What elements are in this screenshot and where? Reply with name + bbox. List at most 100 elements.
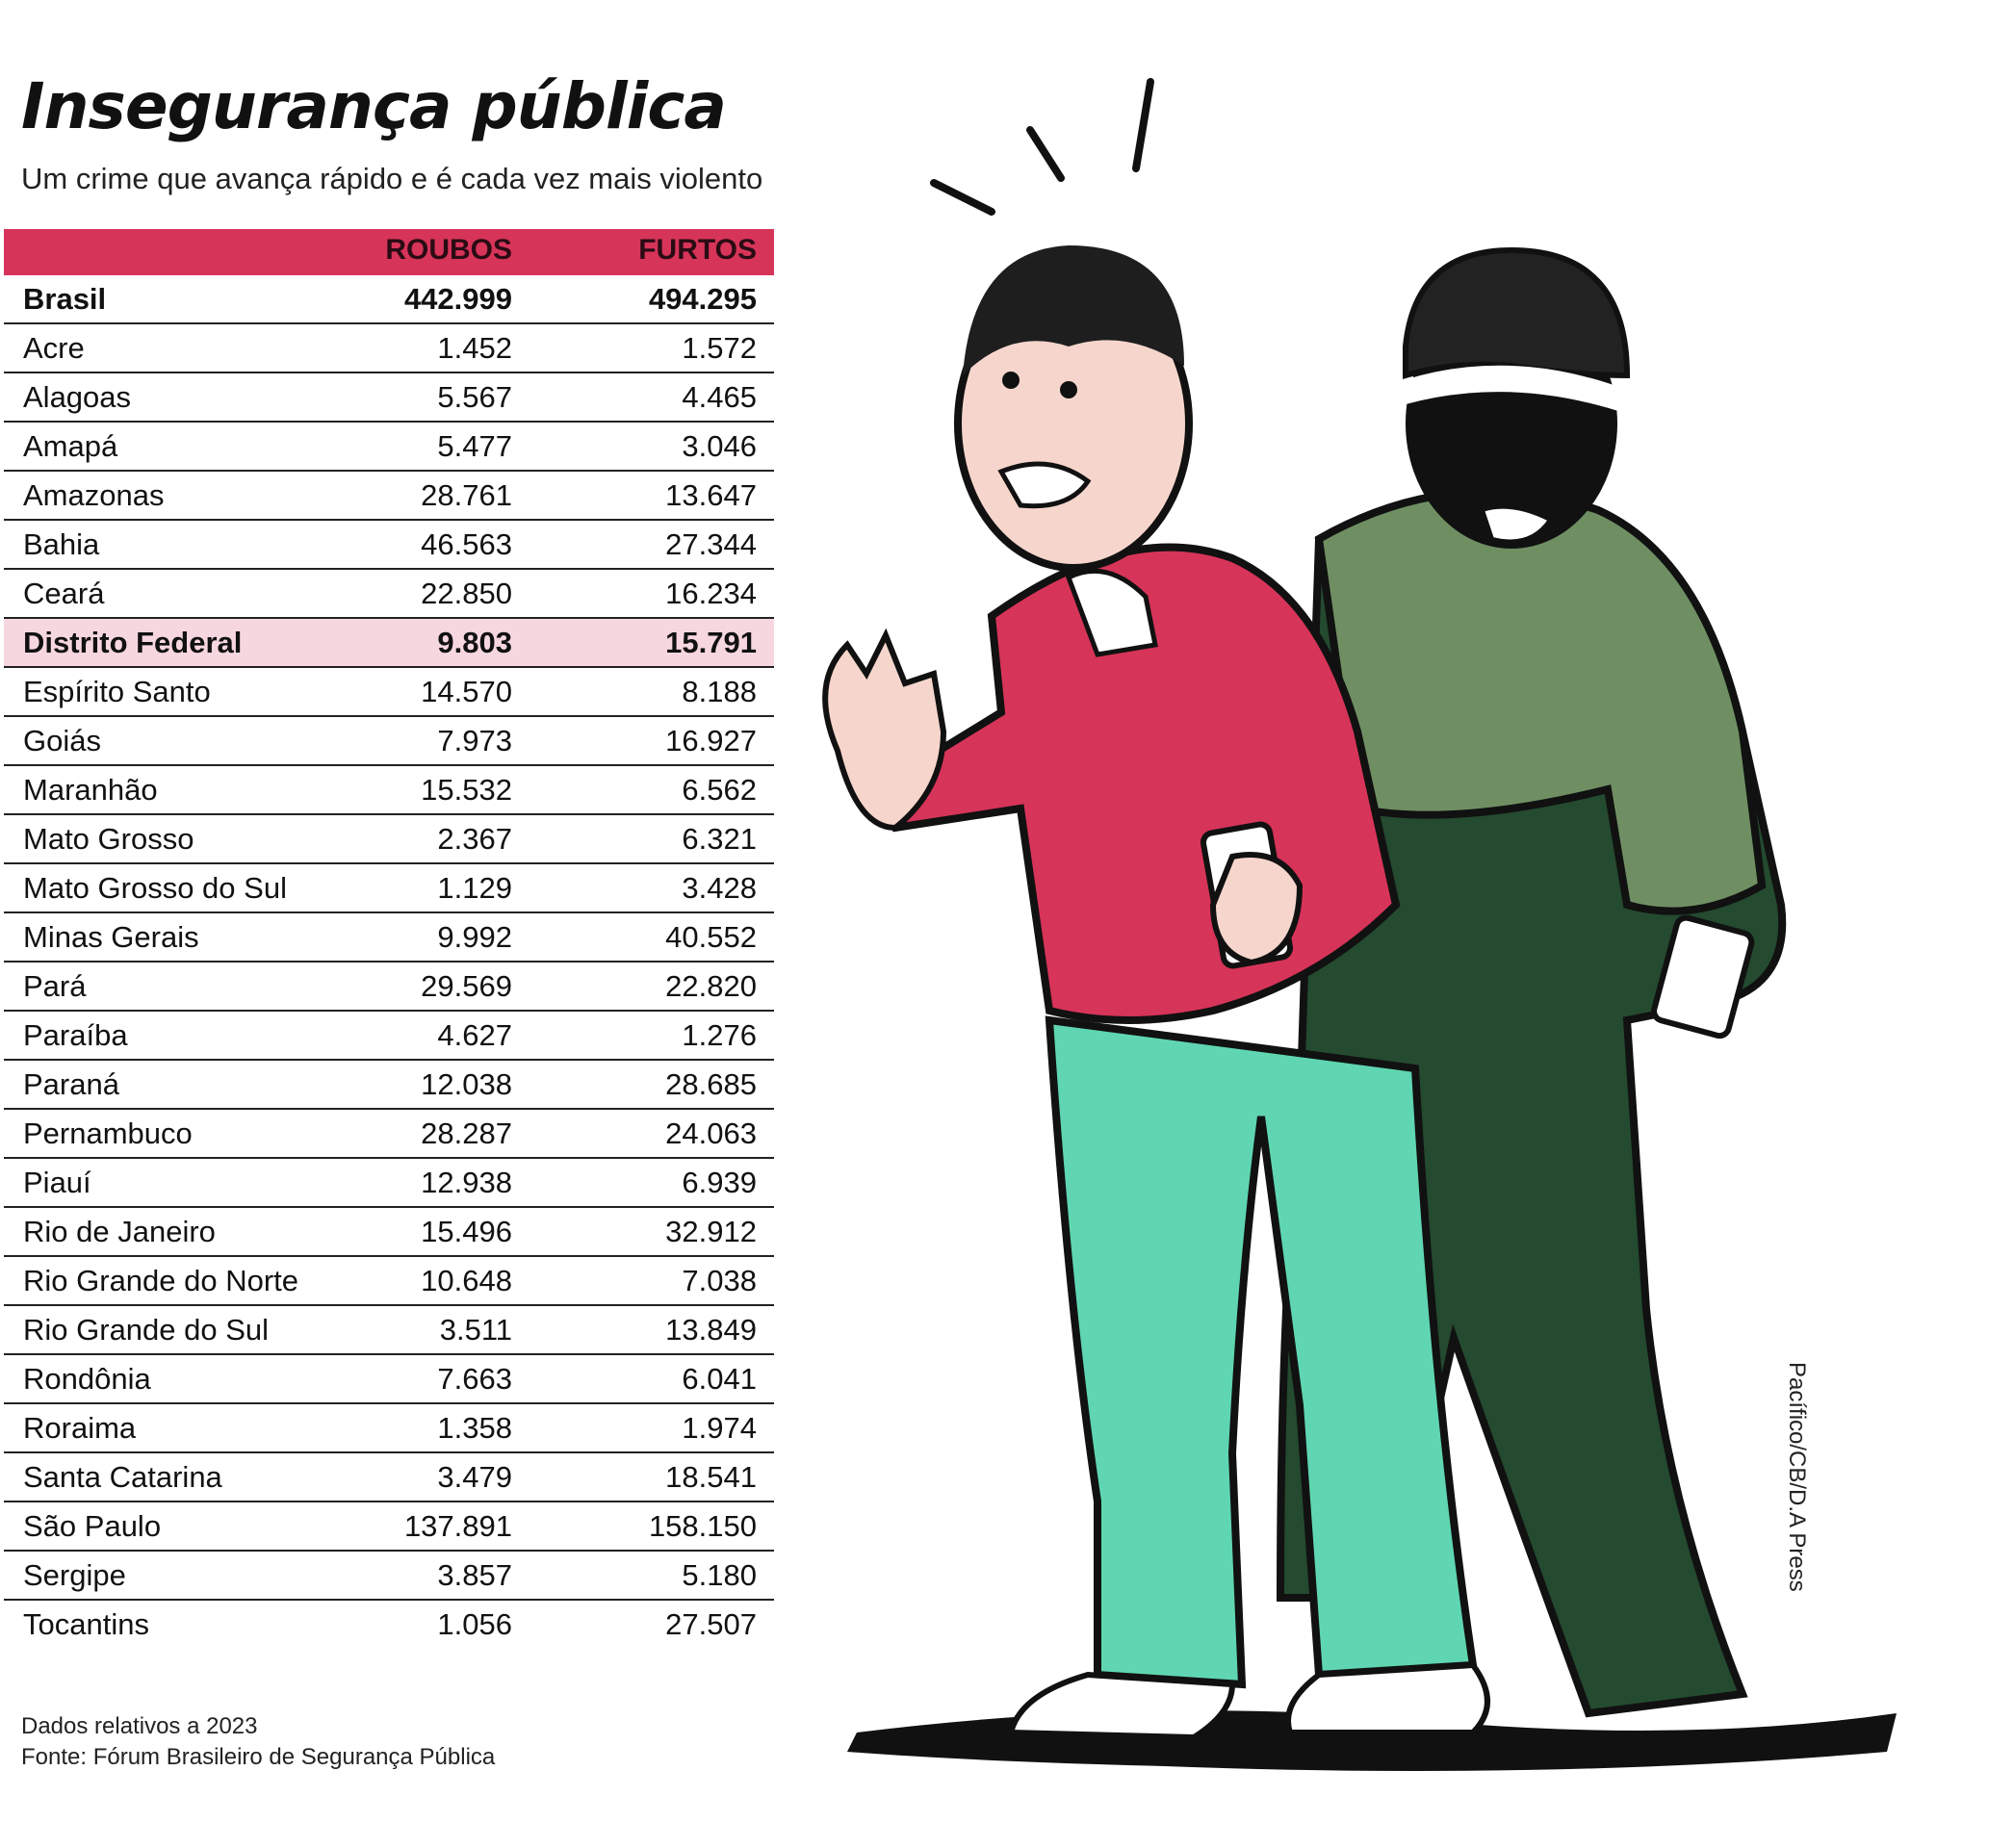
table-row: Rio Grande do Norte 10.648 7.038 [4, 1257, 774, 1306]
row-label: Rio Grande do Norte [23, 1264, 299, 1297]
roubos-value: 3.857 [437, 1558, 512, 1592]
row-label: São Paulo [23, 1509, 162, 1543]
roubos-value: 5.477 [437, 429, 512, 463]
roubos-value: 12.038 [421, 1067, 512, 1101]
furtos-value: 15.791 [665, 626, 757, 659]
page-subtitle: Um crime que avança rápido e é cada vez … [21, 162, 763, 195]
roubos-value: 137.891 [403, 1509, 512, 1543]
table-row: Ceará 22.850 16.234 [4, 570, 774, 619]
furtos-value: 18.541 [665, 1460, 757, 1494]
furtos-value: 13.849 [665, 1313, 757, 1347]
table-row: Brasil 442.999 494.295 [4, 275, 774, 324]
roubos-value: 9.803 [437, 626, 512, 659]
roubos-value: 28.761 [421, 478, 512, 512]
roubos-value: 7.973 [437, 724, 512, 757]
roubos-value: 15.496 [421, 1215, 512, 1248]
column-header-furtos: FURTOS [638, 234, 757, 266]
furtos-value: 13.647 [665, 478, 757, 512]
roubos-value: 442.999 [403, 282, 512, 316]
table-body: Brasil 442.999 494.295 Acre 1.452 1.572 Alagoa… [4, 275, 774, 1650]
table-row: São Paulo 137.891 158.150 [4, 1502, 774, 1552]
table-row: Paraná 12.038 28.685 [4, 1061, 774, 1110]
furtos-value: 1.276 [682, 1018, 757, 1052]
row-label: Espírito Santo [23, 675, 211, 708]
furtos-value: 494.295 [648, 282, 757, 316]
furtos-value: 40.552 [665, 920, 757, 954]
table-row: Alagoas 5.567 4.465 [4, 373, 774, 423]
roubos-value: 7.663 [437, 1362, 512, 1396]
row-label: Acre [23, 331, 85, 365]
roubos-value: 22.850 [421, 577, 512, 610]
roubos-value: 1.358 [437, 1411, 512, 1445]
row-label: Pernambuco [23, 1116, 193, 1150]
table-row: Roraima 1.358 1.974 [4, 1404, 774, 1453]
row-label: Maranhão [23, 773, 158, 807]
roubos-value: 3.511 [439, 1313, 512, 1347]
photo-credit: Pacífico/CB/D.A Press [1784, 1362, 1810, 1592]
row-label: Alagoas [23, 380, 132, 414]
table-row: Rio Grande do Sul 3.511 13.849 [4, 1306, 774, 1355]
furtos-value: 5.180 [682, 1558, 757, 1592]
furtos-value: 158.150 [648, 1509, 757, 1543]
row-label: Distrito Federal [23, 626, 243, 659]
roubos-value: 15.532 [421, 773, 512, 807]
table-row: Pará 29.569 22.820 [4, 962, 774, 1012]
furtos-value: 1.974 [682, 1411, 757, 1445]
furtos-value: 6.939 [682, 1166, 757, 1199]
table-row: Pernambuco 28.287 24.063 [4, 1110, 774, 1159]
data-table: ROUBOS FURTOS Brasil 442.999 494.295 Acre 1.… [4, 229, 774, 1650]
roubos-value: 46.563 [421, 527, 512, 561]
row-label: Amapá [23, 429, 118, 463]
roubos-value: 4.627 [437, 1018, 512, 1052]
row-label: Piauí [23, 1166, 91, 1199]
furtos-value: 3.046 [682, 429, 757, 463]
roubos-value: 3.479 [437, 1460, 512, 1494]
source-note: Fonte: Fórum Brasileiro de Segurança Púb… [21, 1744, 496, 1770]
row-label: Sergipe [23, 1558, 126, 1592]
roubos-value: 14.570 [421, 675, 512, 708]
row-label: Rio de Janeiro [23, 1215, 216, 1248]
table-row: Espírito Santo 14.570 8.188 [4, 668, 774, 717]
row-label: Pará [23, 969, 87, 1003]
row-label: Mato Grosso do Sul [23, 871, 287, 905]
row-label: Tocantins [23, 1607, 149, 1641]
roubos-value: 10.648 [421, 1264, 512, 1297]
table-row: Distrito Federal 9.803 15.791 [4, 619, 774, 668]
roubos-value: 1.129 [437, 871, 512, 905]
table-row: Sergipe 3.857 5.180 [4, 1552, 774, 1601]
victim-figure [822, 245, 1490, 1741]
roubos-value: 29.569 [421, 969, 512, 1003]
furtos-value: 27.344 [665, 527, 757, 561]
furtos-value: 27.507 [665, 1607, 757, 1641]
column-header-roubos: ROUBOS [385, 234, 512, 266]
row-label: Minas Gerais [23, 920, 199, 954]
table-row: Bahia 46.563 27.344 [4, 521, 774, 570]
furtos-value: 8.188 [682, 675, 757, 708]
data-year-note: Dados relativos a 2023 [21, 1713, 258, 1739]
table-row: Paraíba 4.627 1.276 [4, 1012, 774, 1061]
table-row: Mato Grosso do Sul 1.129 3.428 [4, 864, 774, 913]
robbery-illustration [822, 78, 1897, 1771]
furtos-value: 16.927 [665, 724, 757, 757]
furtos-value: 32.912 [665, 1215, 757, 1248]
surprise-marks [930, 78, 1154, 216]
furtos-value: 7.038 [682, 1264, 757, 1297]
table-row: Rio de Janeiro 15.496 32.912 [4, 1208, 774, 1257]
row-label: Goiás [23, 724, 101, 757]
row-label: Paraíba [23, 1018, 128, 1052]
page-title: Insegurança pública [21, 69, 727, 143]
table-row: Tocantins 1.056 27.507 [4, 1601, 774, 1650]
row-label: Santa Catarina [23, 1460, 222, 1494]
furtos-value: 24.063 [665, 1116, 757, 1150]
table-header: ROUBOS FURTOS [4, 229, 774, 275]
footnotes: Dados relativos a 2023 Fonte: Fórum Bras… [21, 1711, 495, 1773]
furtos-value: 28.685 [665, 1067, 757, 1101]
furtos-value: 3.428 [682, 871, 757, 905]
furtos-value: 16.234 [665, 577, 757, 610]
table-row: Minas Gerais 9.992 40.552 [4, 913, 774, 962]
roubos-value: 1.452 [437, 331, 512, 365]
furtos-value: 4.465 [682, 380, 757, 414]
row-label: Paraná [23, 1067, 119, 1101]
table-row: Goiás 7.973 16.927 [4, 717, 774, 766]
